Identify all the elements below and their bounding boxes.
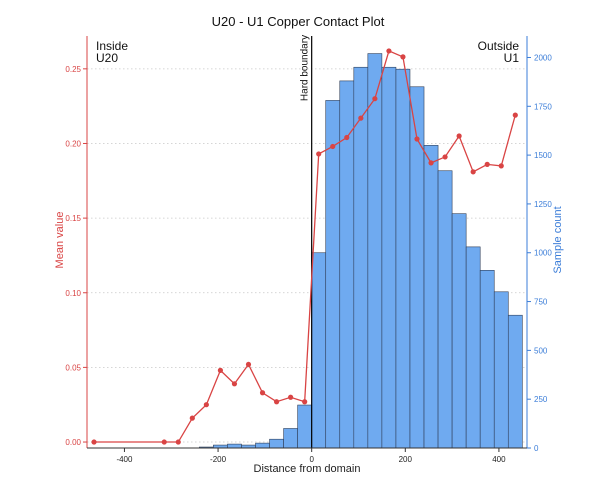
y-right-tick-label: 750: [534, 298, 548, 307]
mean-value-point: [245, 361, 252, 368]
mean-value-point: [428, 160, 434, 166]
mean-value-point: [470, 169, 476, 175]
mean-value-point: [189, 415, 195, 421]
x-tick-label: 200: [399, 455, 413, 464]
x-tick-label: 0: [309, 455, 314, 464]
x-tick-label: -200: [210, 455, 227, 464]
mean-value-point: [91, 439, 97, 445]
mean-value-point: [161, 439, 167, 445]
mean-value-point: [203, 402, 209, 408]
histogram-bar: [255, 442, 270, 449]
mean-value-point: [484, 161, 490, 167]
mean-value-point: [217, 367, 224, 373]
y-right-tick-label: 1000: [534, 249, 552, 258]
inside-label-line2: U20: [96, 51, 118, 65]
mean-value-point: [386, 48, 392, 54]
histogram-bar: [311, 252, 327, 449]
histogram-bar: [367, 53, 383, 449]
y-right-tick-label: 250: [534, 395, 548, 404]
y-left-tick-label: 0.25: [65, 65, 81, 74]
histogram-bar: [395, 68, 411, 449]
mean-value-point: [372, 96, 378, 102]
mean-value-point: [512, 112, 518, 118]
mean-value-point: [330, 143, 336, 150]
mean-value-point: [231, 381, 238, 387]
mean-value-point: [316, 151, 322, 157]
y-axis-left-label: Mean value: [54, 212, 66, 269]
mean-value-point: [442, 154, 448, 160]
histogram-bar: [297, 404, 312, 449]
histogram-layer: [199, 53, 523, 449]
y-axis-right-label: Sample count: [552, 206, 564, 273]
y-right-tick-label: 0: [534, 444, 539, 453]
y-right-tick-label: 2000: [534, 53, 552, 62]
x-tick-label: 400: [492, 455, 506, 464]
outside-label-line1: Outside: [478, 39, 520, 53]
y-left-tick-label: 0.15: [65, 214, 81, 223]
mean-value-point: [259, 390, 266, 396]
histogram-bar: [507, 314, 523, 449]
y-right-tick-label: 1250: [534, 200, 552, 209]
hard-boundary-label: Hard boundary: [300, 35, 311, 101]
chart-title: U20 - U1 Copper Contact Plot: [212, 14, 385, 29]
mean-value-point: [358, 115, 364, 121]
histogram-bar: [493, 291, 509, 449]
y-left-tick-label: 0.05: [65, 363, 81, 372]
histogram-bar: [423, 145, 439, 449]
y-left-tick-label: 0.20: [65, 139, 81, 148]
axes-layer: 0.00 0.05 0.10 0.15 0.20 0.25 0 250 500 750 1000 12…: [65, 36, 552, 464]
mean-value-point: [344, 134, 350, 141]
histogram-bar: [283, 428, 298, 449]
histogram-bar: [451, 213, 467, 449]
mean-value-point: [175, 439, 181, 445]
mean-value-point: [456, 133, 462, 139]
y-right-tick-label: 1750: [534, 102, 552, 111]
outside-label-line2: U1: [504, 51, 520, 65]
x-axis-label: Distance from domain: [254, 463, 361, 475]
histogram-bar: [437, 170, 453, 449]
y-right-tick-label: 1500: [534, 151, 552, 160]
histogram-bar: [465, 246, 481, 449]
histogram-bar: [325, 100, 341, 449]
histogram-bar: [479, 270, 495, 449]
mean-value-point: [288, 394, 294, 400]
mean-value-point: [498, 163, 504, 169]
histogram-bar: [227, 443, 242, 449]
mean-line-layer: [91, 48, 518, 445]
histogram-bar: [269, 438, 284, 449]
mean-value-point: [414, 136, 420, 142]
x-tick-label: -400: [116, 455, 133, 464]
mean-value-point: [400, 54, 406, 60]
y-left-tick-label: 0.10: [65, 289, 81, 298]
mean-value-point: [302, 399, 308, 405]
histogram-bar: [381, 66, 397, 449]
y-right-tick-label: 500: [534, 346, 548, 355]
y-left-tick-label: 0.00: [65, 438, 81, 447]
inside-label-line1: Inside: [96, 39, 128, 53]
mean-value-point: [273, 399, 280, 405]
